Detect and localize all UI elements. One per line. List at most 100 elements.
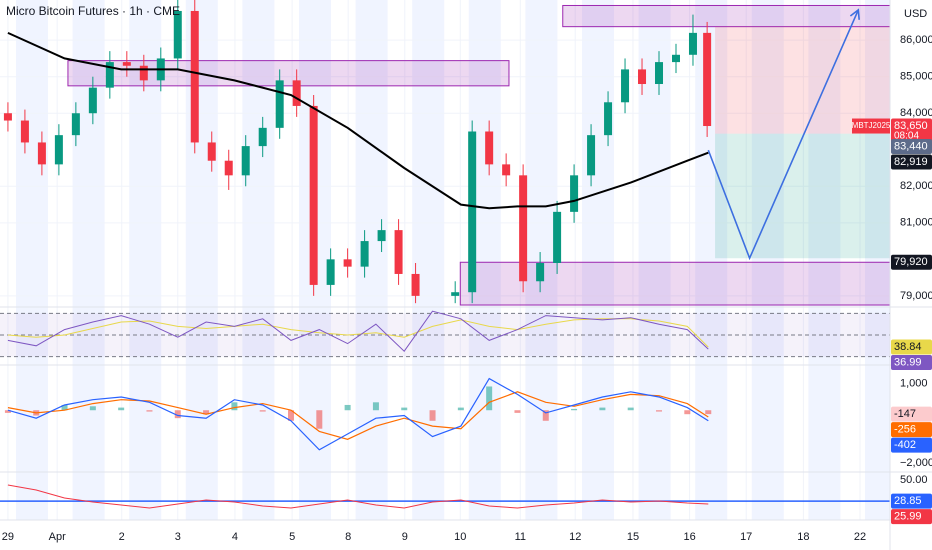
candle-body	[37, 142, 46, 165]
macd-histogram-bar	[705, 410, 712, 415]
price-tag-label: 83,440	[894, 140, 928, 152]
macd-tag	[891, 437, 932, 453]
candle-body	[377, 230, 386, 242]
rsi-ma-tag	[891, 339, 932, 355]
adx-tag-label: 25.99	[894, 511, 922, 523]
chart-title: Micro Bitcoin Futures · 1h · CME	[6, 4, 180, 18]
session-band	[129, 0, 162, 520]
candle-body	[190, 10, 199, 143]
projection-arrowhead	[849, 8, 860, 20]
macd-histogram-bar	[571, 408, 578, 411]
macd-histogram-bar	[372, 402, 379, 411]
currency: USD	[904, 8, 927, 20]
zone	[562, 4, 896, 28]
price-tag-label: 79,920	[894, 256, 928, 268]
candle-body	[326, 259, 335, 285]
candle-body	[258, 127, 267, 147]
session-band	[751, 0, 784, 520]
session-band	[582, 0, 614, 520]
adx-level-tag	[891, 493, 932, 509]
macd-signal-tag	[891, 422, 932, 438]
adx-tick-label: 50.00	[900, 474, 928, 486]
candle-body	[655, 62, 664, 85]
moving-average	[7, 31, 709, 210]
x-tick-label: 18	[797, 531, 809, 543]
macd-histogram-bar	[627, 407, 634, 411]
candle-body	[292, 80, 301, 106]
y-tick-label: 85,000	[900, 71, 932, 83]
candle-body	[519, 175, 528, 282]
rsi-tag-label: 36.99	[894, 356, 922, 368]
adx-level-tag-label: 28.85	[894, 495, 922, 507]
candle-body	[688, 32, 697, 55]
candle-body	[105, 62, 114, 88]
price-tag	[891, 118, 932, 144]
symbol-tag	[852, 118, 890, 134]
price-tag	[891, 154, 932, 170]
candle-body	[20, 120, 29, 143]
x-tick-label: 3	[175, 531, 181, 543]
candle-body	[3, 113, 12, 121]
macd-line	[7, 377, 709, 451]
candle-body	[703, 32, 712, 127]
candle-body	[468, 131, 477, 293]
macd-histogram-bar	[203, 410, 210, 415]
rsi-line	[7, 310, 709, 352]
candle-body	[207, 142, 216, 161]
macd-histogram-bar	[542, 410, 549, 421]
x-tick-label: 8	[345, 531, 351, 543]
macd-histogram-bar	[429, 410, 436, 421]
candle-body	[553, 211, 562, 263]
symbol-tag-label: MBTJ2025	[852, 121, 891, 130]
candle-body	[54, 135, 63, 165]
candle-body	[241, 146, 250, 176]
session-band	[72, 0, 105, 520]
macd-histogram-bar	[146, 410, 153, 412]
candle-body	[394, 230, 403, 274]
price-tag	[891, 139, 932, 155]
candle-body	[343, 259, 352, 267]
macd-histogram-bar	[288, 410, 295, 421]
countdown-label: 08:04	[894, 131, 919, 142]
candle-body	[139, 65, 148, 81]
x-tick-label: 5	[289, 531, 295, 543]
candle-body	[309, 105, 318, 285]
macd-histogram-bar	[231, 402, 238, 411]
candle-body	[173, 10, 182, 59]
adx-tag	[891, 509, 932, 525]
x-tick-label: 11	[515, 531, 526, 543]
session-band	[638, 0, 671, 520]
session-band	[525, 0, 558, 520]
candle-body	[638, 69, 647, 85]
projection-line	[707, 9, 860, 261]
macd-histogram-bar	[4, 410, 11, 413]
x-tick-label: Apr	[49, 531, 66, 543]
zone	[67, 60, 510, 87]
price-tag	[891, 254, 932, 270]
zone	[459, 261, 891, 306]
y-tick-label: 82,000	[900, 180, 932, 192]
macd-histogram-bar	[684, 410, 691, 415]
x-tick-label: 10	[454, 531, 466, 543]
x-tick-label: 17	[740, 531, 752, 543]
macd-signal-line	[7, 391, 709, 440]
macd-tick-label: −2,000	[900, 457, 932, 469]
macd-histogram-bar	[316, 410, 323, 429]
macd-histogram-bar	[599, 407, 606, 411]
macd-tag-label: -402	[894, 439, 916, 451]
candle-body	[224, 160, 233, 176]
candle-body	[604, 102, 613, 136]
candle-body	[71, 113, 80, 136]
macd-histogram-bar	[174, 410, 181, 419]
candle-body	[587, 135, 596, 176]
session-band	[695, 0, 728, 520]
candle-body	[621, 69, 630, 103]
adx-line	[7, 484, 709, 509]
x-tick-label: 29	[2, 531, 14, 543]
candle-body	[122, 62, 131, 66]
candle-body	[570, 175, 579, 212]
x-tick-label: 4	[232, 531, 238, 543]
candle-body	[451, 292, 460, 296]
